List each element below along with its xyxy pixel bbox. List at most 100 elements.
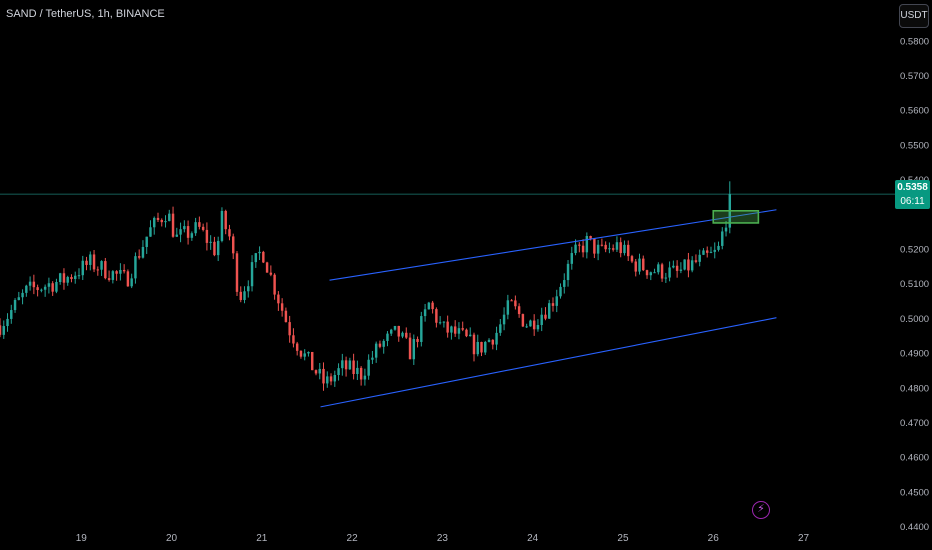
candle-body <box>92 254 96 270</box>
candle-body <box>397 325 400 337</box>
candle-body <box>145 236 148 247</box>
candle-body <box>356 367 359 375</box>
candle-body <box>160 219 163 223</box>
time-tick-label: 22 <box>347 533 359 544</box>
price-tick-label: 0.4800 <box>900 383 929 394</box>
candle-body <box>540 314 543 325</box>
candle-body <box>111 271 115 280</box>
candle-body <box>265 262 269 273</box>
candle-body <box>292 335 295 344</box>
candle-body <box>570 253 574 264</box>
candle-body <box>401 332 404 337</box>
candle-body <box>593 238 596 254</box>
candle-body <box>250 262 254 287</box>
candle-body <box>70 277 73 280</box>
candle-body <box>420 316 423 342</box>
candle-body <box>333 375 337 382</box>
candle-body <box>563 280 566 287</box>
candle-body <box>551 303 555 306</box>
candle-body <box>2 326 5 335</box>
candle-body <box>514 300 517 307</box>
price-tick-label: 0.5700 <box>900 71 929 82</box>
candle-body <box>630 256 634 262</box>
candle-body <box>382 340 385 347</box>
candle-body <box>326 376 329 384</box>
symbol-title[interactable]: SAND / TetherUS, 1h, BINANCE <box>6 8 165 20</box>
candle-body <box>608 248 611 250</box>
candle-body <box>85 260 88 265</box>
time-tick-label: 19 <box>76 533 88 544</box>
candle-body <box>657 264 660 273</box>
candle-body <box>311 351 314 371</box>
candle-body <box>205 229 209 243</box>
candle-body <box>619 242 622 254</box>
candle-body <box>262 251 265 263</box>
candle-body <box>683 259 686 270</box>
candle-body <box>89 254 92 265</box>
candle-body <box>721 231 724 246</box>
time-tick-label: 27 <box>798 533 810 544</box>
candle-body <box>536 324 540 330</box>
candle-body <box>638 258 641 272</box>
candle-body <box>484 341 487 353</box>
candle-body <box>96 269 100 271</box>
candle-body <box>25 285 28 293</box>
time-axis[interactable]: 19 20 21 22 23 24 25 26 27 <box>76 533 810 544</box>
candle-body <box>66 277 69 283</box>
candle-body <box>247 286 250 292</box>
candle-body <box>156 217 160 220</box>
time-tick-label: 20 <box>166 533 178 544</box>
candle-body <box>469 334 472 337</box>
price-tick-label: 0.5200 <box>900 244 929 255</box>
candle-body <box>600 244 604 246</box>
candle-body <box>232 236 235 254</box>
price-tick-label: 0.4900 <box>900 349 929 360</box>
candle-body <box>337 368 340 376</box>
candle-body <box>487 339 491 342</box>
candle-body <box>228 229 231 237</box>
candle-body <box>107 278 111 280</box>
candle-body <box>393 325 397 330</box>
candle-body <box>690 260 694 271</box>
candle-body <box>314 370 318 374</box>
last-price-value: 0.5358 <box>897 182 928 193</box>
candle-body <box>544 314 547 319</box>
candle-body <box>134 256 137 279</box>
candle-body <box>171 213 175 237</box>
candle-body <box>525 326 528 328</box>
lightning-icon[interactable]: ⚡ <box>752 501 770 519</box>
candle-body <box>243 291 246 300</box>
time-tick-label: 25 <box>617 533 629 544</box>
candle-body <box>438 322 442 324</box>
candle-body <box>664 277 668 279</box>
candle-body <box>461 328 464 330</box>
candle-body <box>374 343 378 358</box>
candle-body <box>660 264 664 279</box>
candle-body <box>341 360 344 369</box>
candle-body <box>724 227 728 232</box>
candle-body <box>58 273 62 282</box>
candle-body <box>47 283 51 287</box>
candle-body <box>645 270 649 276</box>
candle-body <box>408 337 412 360</box>
price-tick-label: 0.5100 <box>900 279 929 290</box>
candle-body <box>175 234 179 237</box>
candle-body <box>36 287 39 291</box>
currency-button[interactable]: USDT <box>899 4 929 28</box>
candle-body <box>491 339 495 345</box>
candle-body <box>40 289 43 291</box>
candle-body <box>510 300 513 302</box>
candle-body <box>529 320 532 327</box>
candle-body <box>480 341 483 353</box>
channel-lower-line <box>320 317 777 408</box>
candle-body <box>702 250 705 255</box>
candle-body <box>51 283 54 292</box>
bar-countdown: 06:11 <box>900 196 925 207</box>
time-tick-label: 21 <box>256 533 268 544</box>
candle-body <box>578 244 581 246</box>
candle-body <box>239 291 242 300</box>
candle-body <box>423 309 427 317</box>
price-axis[interactable]: 0.58000.57000.56000.55000.54000.52000.51… <box>900 36 929 533</box>
candle-body <box>100 261 103 270</box>
